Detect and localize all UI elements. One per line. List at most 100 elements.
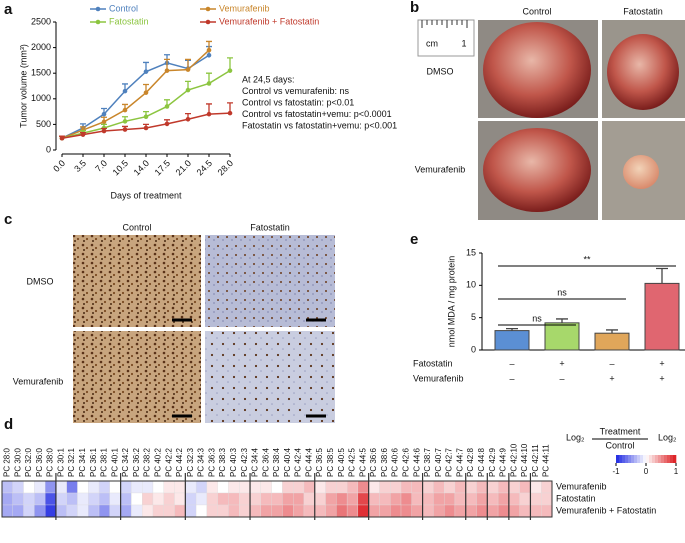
- heatmap-cell: [487, 480, 499, 494]
- column-label: PC 32:1: [67, 448, 76, 477]
- panel-label: e: [410, 231, 418, 248]
- colorbar-segment: [631, 455, 635, 463]
- heatmap-cell: [346, 480, 359, 494]
- column-label: PC 40:4: [283, 448, 292, 477]
- annotation: At 24,5 days:: [242, 74, 295, 84]
- x-tick-label: 0.0: [51, 158, 67, 174]
- heatmap-cell: [239, 480, 251, 494]
- colorbar-segment: [670, 455, 674, 463]
- y-tick-label: 2000: [31, 42, 51, 52]
- heatmap-cell: [357, 504, 369, 518]
- x-axis-label: Days of treatment: [110, 190, 182, 200]
- histology-image: [205, 331, 335, 423]
- legend-marker: [205, 19, 211, 25]
- heatmap-cell: [400, 492, 412, 506]
- column-label: PC 30:1: [56, 448, 65, 477]
- x-tick-label: 21.0: [174, 158, 193, 177]
- heatmap-cell: [411, 504, 423, 518]
- heatmap-cell: [195, 480, 208, 494]
- histology-panel: Control Fatostatin DMSO Vemurafenib: [13, 222, 335, 423]
- point: [185, 87, 191, 93]
- column-label: PC 36:1: [89, 448, 98, 477]
- heatmap-cell: [152, 480, 164, 494]
- column-label: Fatostatin: [250, 222, 290, 232]
- heatmap-cell: [325, 492, 337, 506]
- column-label: PC 44:7: [455, 448, 464, 477]
- column-label: PC 44:10: [520, 443, 529, 477]
- heatmap-cell: [174, 492, 186, 506]
- tumor: [483, 128, 591, 212]
- column-label: PC 38:3: [218, 448, 227, 477]
- point: [206, 81, 212, 86]
- heatmap-cell: [541, 504, 553, 518]
- point: [164, 104, 170, 109]
- point: [206, 111, 212, 117]
- legend-label: Vemurafenib + Fatostatin: [219, 16, 319, 26]
- colorbar-tick-label: -1: [612, 467, 620, 476]
- heatmap-cell: [433, 504, 445, 518]
- heatmap-cell: [260, 480, 272, 494]
- heatmap-cell: [44, 504, 57, 518]
- heatmap-cell: [77, 492, 89, 506]
- column-label: PC 36:2: [132, 448, 141, 477]
- point: [164, 121, 170, 127]
- heatmap-cell: [120, 504, 132, 518]
- heatmap-cell: [379, 480, 391, 494]
- column-label: PC 42:6: [402, 448, 411, 477]
- heatmap-cell: [1, 480, 13, 494]
- y-tick-label: 1000: [31, 93, 51, 103]
- row-label: DMSO: [27, 276, 54, 286]
- heatmap-cell: [23, 504, 35, 518]
- heatmap-cell: [142, 504, 154, 518]
- row-label: Vemurafenib: [415, 164, 466, 174]
- column-label: PC 34:3: [197, 448, 206, 477]
- row-label: Vemurafenib + Fatostatin: [556, 505, 656, 515]
- heatmap-cell: [411, 480, 423, 494]
- column-label: PC 42:10: [509, 443, 518, 477]
- point: [164, 68, 170, 73]
- legend-label: Fatostatin: [109, 16, 149, 26]
- y-tick-label: 0: [46, 144, 51, 154]
- heatmap-cell: [44, 480, 57, 494]
- heatmap-cell: [228, 480, 240, 494]
- heatmap-cell: [357, 492, 369, 506]
- heatmap-cell: [34, 492, 46, 506]
- column-label: PC 42:8: [466, 448, 475, 477]
- legend-marker: [95, 19, 101, 25]
- significance-label: ns: [557, 287, 567, 297]
- column-label: PC 36:5: [315, 448, 324, 477]
- column-label: PC 44:4: [304, 448, 313, 477]
- colorbar-segment: [661, 455, 665, 463]
- heatmap-cell: [303, 504, 315, 518]
- column-label: Control: [122, 222, 151, 232]
- heatmap-cell: [271, 504, 283, 518]
- column-label: PC 42:11: [531, 444, 540, 477]
- column-label: PC 30:0: [13, 448, 22, 477]
- column-label: PC 40:2: [153, 448, 162, 477]
- heatmap-cell: [336, 492, 348, 506]
- row-label: Vemurafenib: [13, 376, 64, 386]
- annotation: Control vs vemurafenib: ns: [242, 86, 350, 96]
- heatmap-cell: [433, 492, 445, 506]
- heatmap-cell: [293, 492, 305, 506]
- heatmap-cell: [465, 480, 477, 494]
- series-line: [61, 54, 210, 139]
- colorbar-segment: [628, 455, 632, 463]
- photo-panel: Control Fatostatin DMSO Vemurafenib cm 1: [415, 6, 685, 220]
- treatment-label: Vemurafenib: [413, 373, 464, 383]
- colorbar-segment: [640, 455, 644, 463]
- heatmap-cell: [185, 492, 197, 506]
- treatment-sign: +: [609, 373, 614, 383]
- heatmap-cell: [390, 480, 402, 494]
- heatmap-cell: [293, 504, 305, 518]
- column-label: PC 44:9: [499, 448, 508, 477]
- significance-label: ns: [532, 313, 542, 323]
- treatment-sign: –: [509, 358, 514, 368]
- panel-label: b: [410, 0, 419, 16]
- heatmap-cell: [66, 504, 78, 518]
- tumor: [483, 22, 591, 118]
- heatmap-cell: [163, 504, 175, 518]
- column-label: PC 38:5: [326, 448, 335, 477]
- y-tick-label: 1500: [31, 68, 51, 78]
- heatmap-cell: [400, 504, 412, 518]
